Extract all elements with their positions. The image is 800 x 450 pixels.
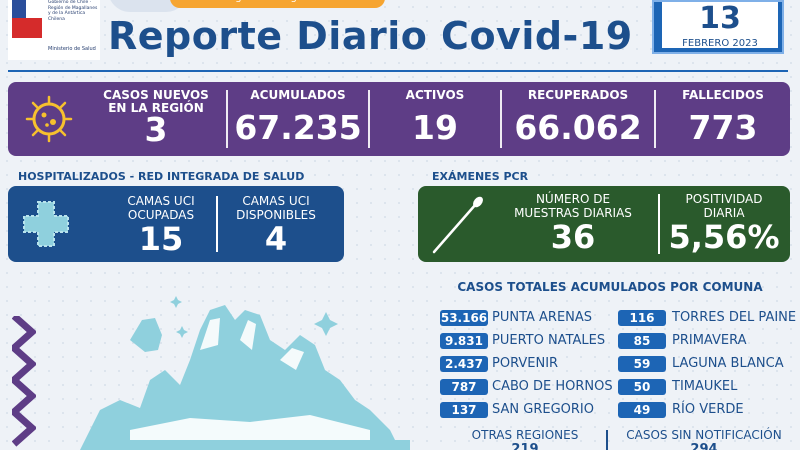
sin-notificacion-value: 294	[690, 442, 718, 450]
divider	[368, 90, 370, 148]
comuna-value: 137	[440, 402, 488, 418]
stat-value: 3	[144, 110, 168, 149]
mountains-illustration	[80, 296, 410, 450]
sin-notificacion-label: CASOS SIN NOTIFICACIÓN	[626, 428, 782, 442]
comuna-name: PORVENIR	[492, 356, 559, 371]
stat-muestras: NÚMERO DE MUESTRAS DIARIAS 36	[490, 186, 656, 262]
comuna-value: 49	[618, 402, 666, 418]
summary-bar: CASOS NUEVOS EN LA REGIÓN 3 ACUMULADOS 6…	[8, 82, 790, 156]
virus-icon	[25, 95, 73, 143]
comuna-name: SAN GREGORIO	[492, 402, 594, 417]
comuna-value: 50	[618, 379, 666, 395]
stat-activos: ACTIVOS 19	[370, 82, 500, 156]
stat-label: FALLECIDOS	[682, 88, 764, 102]
chile-flag-icon	[12, 0, 42, 38]
stat-camas-disponibles: CAMAS UCI DISPONIBLES 4	[218, 186, 334, 262]
comuna-name: RÍO VERDE	[672, 402, 744, 417]
comuna-name: CABO DE HORNOS	[492, 379, 613, 394]
date-box: 13 FEBRERO 2023	[652, 0, 784, 54]
otras-regiones-value: 219	[511, 442, 539, 450]
stat-label: POSITIVIDAD DIARIA	[685, 192, 763, 220]
comuna-name: PUNTA ARENAS	[492, 310, 593, 325]
swab-icon	[432, 196, 483, 254]
medical-cross-icon	[23, 201, 69, 247]
otras-regiones-label: OTRAS REGIONES	[471, 428, 579, 442]
comuna-value: 85	[618, 333, 666, 349]
stat-label: NÚMERO DE MUESTRAS DIARIAS	[514, 192, 632, 220]
page-title: Reporte Diario Covid-19	[108, 14, 633, 58]
divider	[606, 430, 608, 450]
stat-value: 15	[138, 220, 184, 258]
pcr-section-title: EXÁMENES PCR	[432, 170, 529, 183]
comuna-value: 9.831	[440, 333, 488, 349]
divider	[654, 90, 656, 148]
stat-recuperados: RECUPERADOS 66.062	[502, 82, 654, 156]
stat-positividad: POSITIVIDAD DIARIA 5,56%	[660, 186, 788, 262]
stat-label: ACUMULADOS	[250, 88, 346, 102]
stat-value: 67.235	[234, 108, 362, 147]
stat-value: 773	[688, 108, 758, 147]
stat-value: 36	[550, 218, 596, 256]
divider	[226, 90, 228, 148]
comuna-name: TIMAUKEL	[672, 379, 738, 394]
stat-value: 66.062	[514, 108, 642, 147]
stat-label: RECUPERADOS	[527, 88, 629, 102]
date-month: FEBRERO 2023	[682, 38, 758, 49]
divider	[658, 194, 660, 254]
stat-label: ACTIVOS	[405, 88, 465, 102]
comuna-name: PUERTO NATALES	[492, 333, 606, 348]
stat-label: CAMAS UCI OCUPADAS	[127, 194, 195, 222]
divider	[216, 196, 218, 252]
stat-label: CAMAS UCI DISPONIBLES	[236, 194, 316, 222]
comuna-section-title: CASOS TOTALES ACUMULADOS POR COMUNA	[457, 280, 763, 294]
comuna-value: 116	[618, 310, 666, 326]
date-day: 13	[699, 1, 741, 36]
stat-label: CASOS NUEVOS EN LA REGIÓN	[103, 88, 209, 115]
stat-casos-nuevos: CASOS NUEVOS EN LA REGIÓN 3	[86, 82, 226, 156]
stat-fallecidos: FALLECIDOS 773	[656, 82, 790, 156]
logo-text: Gobierno de Chile · Región de Magallanes…	[48, 0, 98, 22]
cloud-decoration	[108, 0, 188, 12]
divider	[500, 90, 502, 148]
header-divider	[8, 70, 788, 72]
comuna-value: 2.437	[440, 356, 488, 372]
comuna-value: 787	[440, 379, 488, 395]
hospital-box: CAMAS UCI OCUPADAS 15 CAMAS UCI DISPONIB…	[8, 186, 344, 262]
stat-value: 4	[264, 220, 288, 258]
zigzag-decoration	[12, 316, 36, 447]
comuna-name: TORRES DEL PAINE	[672, 310, 797, 325]
comuna-name: PRIMAVERA	[672, 333, 747, 348]
comuna-name: LAGUNA BLANCA	[672, 356, 784, 371]
stat-value: 5,56%	[668, 218, 780, 256]
stat-acumulados: ACUMULADOS 67.235	[228, 82, 368, 156]
stat-value: 19	[412, 108, 458, 147]
comuna-value: 59	[618, 356, 666, 372]
comuna-value: 53.166	[440, 310, 488, 326]
region-banner: Región de Magallanes	[170, 0, 385, 8]
pcr-box: NÚMERO DE MUESTRAS DIARIAS 36 POSITIVIDA…	[418, 186, 790, 262]
government-logo: Gobierno de Chile · Región de Magallanes…	[8, 0, 100, 60]
logo-ministry: Ministerio de Salud	[48, 46, 96, 52]
stat-camas-ocupadas: CAMAS UCI OCUPADAS 15	[108, 186, 214, 262]
hospital-section-title: HOSPITALIZADOS - RED INTEGRADA DE SALUD	[18, 170, 305, 183]
